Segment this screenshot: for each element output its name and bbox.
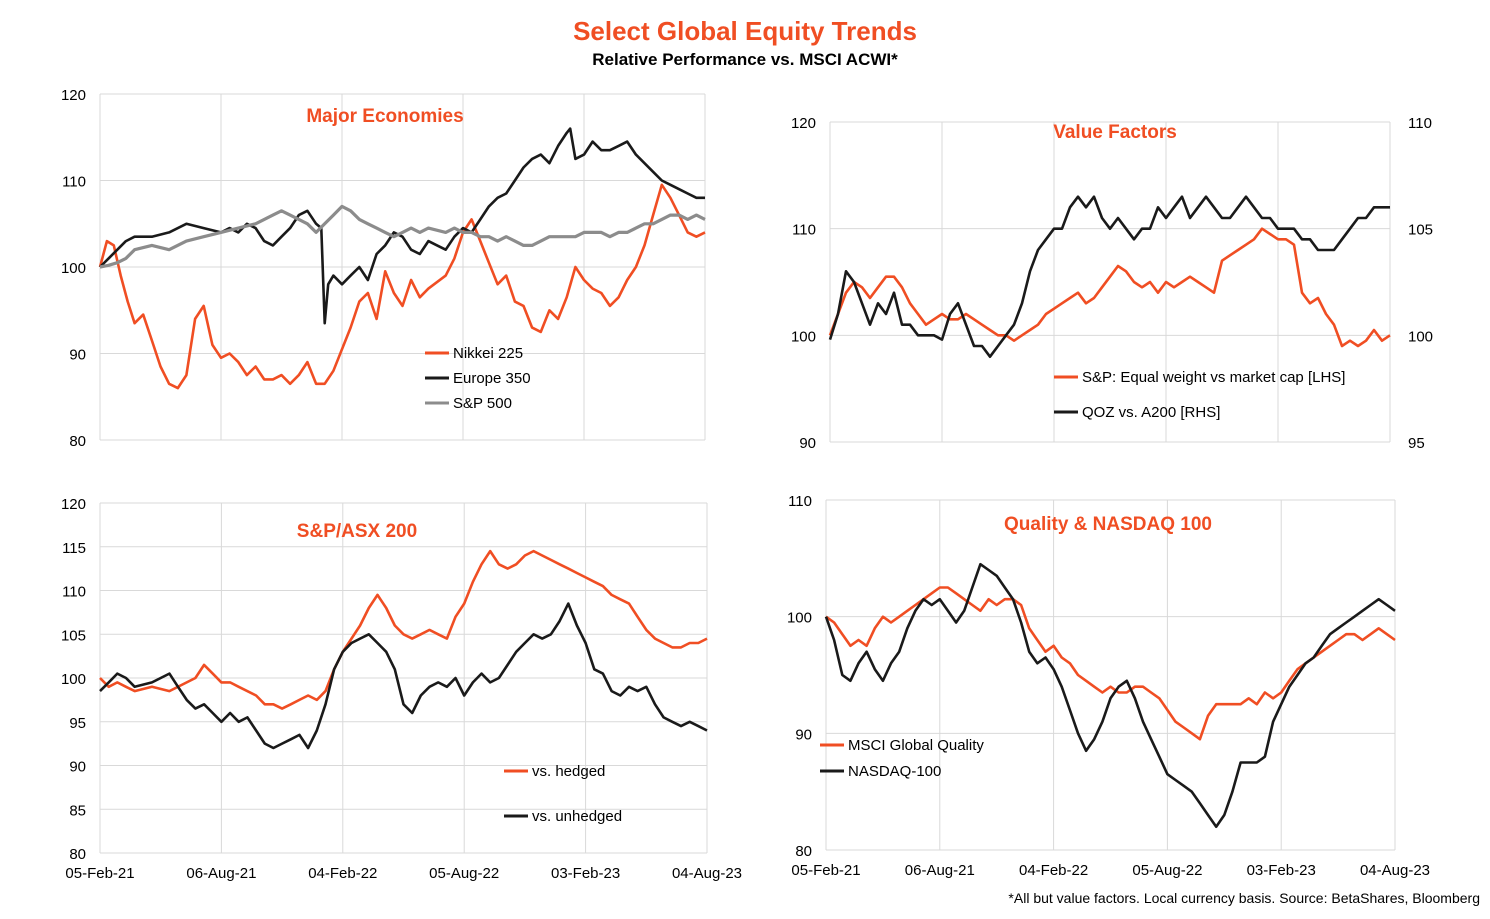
legend-label: S&P: Equal weight vs market cap [LHS] (1082, 369, 1345, 386)
x-tick-label: 04-Aug-23 (672, 865, 742, 882)
legend-label: Nikkei 225 (453, 345, 523, 362)
y-tick-label: 110 (792, 222, 816, 239)
series-line-vs-hedged (99, 549, 708, 710)
y-tick-label: 115 (62, 540, 86, 557)
y-tick-label: 85 (69, 802, 86, 819)
y-tick-label: 80 (69, 433, 86, 450)
series-line-nasdaq-100 (824, 562, 1396, 828)
x-tick-label: 04-Feb-22 (308, 865, 377, 882)
y-tick-label: 110 (62, 584, 86, 601)
x-tick-label: 05-Aug-22 (1132, 862, 1202, 879)
x-tick-label: 04-Aug-23 (1360, 862, 1430, 879)
legend-label: S&P 500 (453, 395, 512, 412)
y-tick-label: 100 (61, 671, 86, 688)
y-tick-label: 90 (69, 759, 86, 776)
y-tick-label: 95 (69, 715, 86, 732)
legend-label: MSCI Global Quality (848, 737, 984, 754)
x-tick-label: 03-Feb-23 (551, 865, 620, 882)
series-line-europe-350 (99, 127, 705, 325)
y-tick-label: 120 (791, 115, 816, 132)
y2-tick-label: 95 (1408, 435, 1425, 452)
chart-title: Major Economies (306, 106, 463, 127)
series-line-s-p-500 (99, 204, 706, 269)
y2-tick-label: 100 (1408, 328, 1433, 345)
y-tick-label: 105 (61, 627, 86, 644)
chart-title: Value Factors (1053, 122, 1177, 143)
chart-title: S&P/ASX 200 (297, 521, 417, 542)
y-tick-label: 90 (799, 435, 816, 452)
chart-major: 80 90 100 110 120 Major Economies Nikkei 225 Eu… (61, 87, 706, 450)
x-tick-label: 06-Aug-21 (186, 865, 256, 882)
y-tick-label: 120 (61, 496, 86, 513)
series-line-msci-global-quality (825, 586, 1396, 741)
legend-label: vs. hedged (532, 763, 605, 780)
y-tick-label: 80 (69, 846, 86, 863)
chart-value: 90 100 110 120 95 100 105 110 Value Factors S&P: … (791, 115, 1433, 452)
y-tick-label: 90 (795, 726, 812, 743)
x-tick-label: 05-Feb-21 (65, 865, 134, 882)
chart-title: Quality & NASDAQ 100 (1004, 514, 1212, 535)
y-tick-label: 100 (787, 610, 812, 627)
page-title: Select Global Equity Trends (573, 16, 917, 46)
y-tick-label: 120 (61, 87, 86, 104)
y-tick-label: 80 (795, 843, 812, 860)
y2-tick-label: 105 (1408, 222, 1433, 239)
y-tick-label: 110 (788, 493, 812, 510)
chart-quality: 80 90 100 110 05-Feb-21 06-Aug-21 04-Feb-22 05-… (787, 493, 1430, 879)
footnote: *All but value factors. Local currency b… (1008, 890, 1480, 906)
legend-label: QOZ vs. A200 [RHS] (1082, 404, 1220, 421)
y-tick-label: 100 (791, 328, 816, 345)
x-tick-label: 04-Feb-22 (1019, 862, 1088, 879)
y-tick-label: 100 (61, 260, 86, 277)
series-line-qoz-vs-a200-rhs- (828, 195, 1390, 358)
x-tick-label: 05-Aug-22 (429, 865, 499, 882)
x-tick-label: 05-Feb-21 (791, 862, 860, 879)
series-line-nikkei-225 (98, 183, 706, 390)
legend-label: Europe 350 (453, 370, 531, 387)
page-subtitle: Relative Performance vs. MSCI ACWI* (592, 50, 898, 69)
legend-label: vs. unhedged (532, 808, 622, 825)
series-line-s-p-equal-weight-vs-market-cap-lhs- (828, 227, 1391, 348)
y-tick-label: 110 (62, 174, 86, 191)
x-tick-label: 03-Feb-23 (1247, 862, 1316, 879)
y-tick-label: 90 (69, 347, 86, 364)
series-line-vs-unhedged (99, 602, 708, 750)
chart-asx: 80 85 90 95 100 105 110 115 120 05-Feb-21 06-Aug-2… (61, 496, 742, 882)
legend-label: NASDAQ-100 (848, 763, 941, 780)
x-tick-label: 06-Aug-21 (905, 862, 975, 879)
y2-tick-label: 110 (1408, 115, 1432, 132)
